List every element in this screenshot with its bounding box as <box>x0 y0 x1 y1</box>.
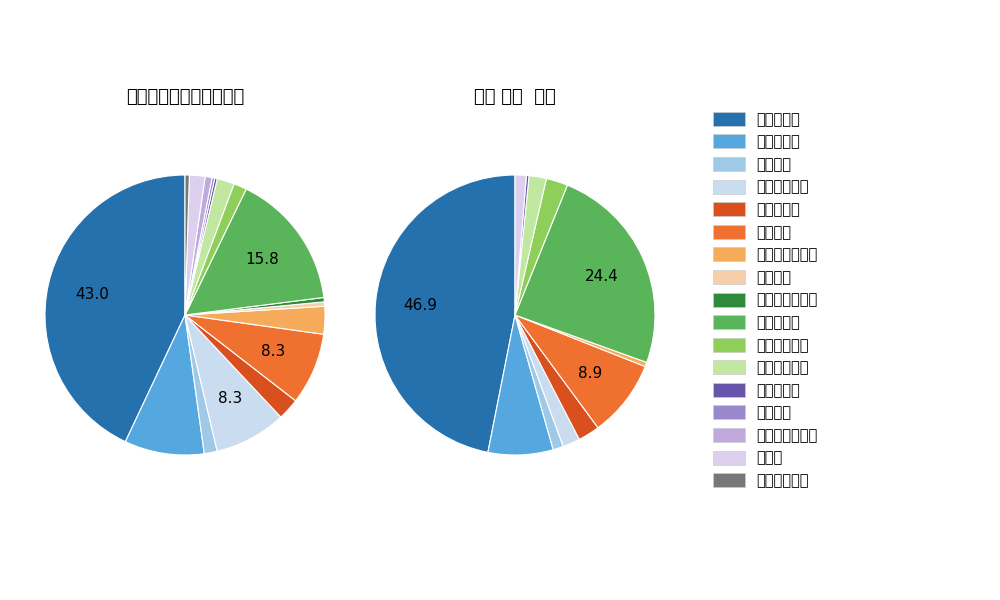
Wedge shape <box>185 315 324 401</box>
Text: 8.3: 8.3 <box>218 391 242 406</box>
Wedge shape <box>515 175 529 315</box>
Wedge shape <box>185 184 246 315</box>
Wedge shape <box>515 175 526 315</box>
Wedge shape <box>185 189 324 315</box>
Text: 43.0: 43.0 <box>75 287 109 302</box>
Wedge shape <box>515 315 563 449</box>
Wedge shape <box>125 315 204 455</box>
Wedge shape <box>515 315 647 367</box>
Wedge shape <box>515 315 579 446</box>
Text: 8.3: 8.3 <box>261 344 285 359</box>
Wedge shape <box>185 302 325 315</box>
Wedge shape <box>185 298 324 315</box>
Wedge shape <box>515 185 655 362</box>
Wedge shape <box>515 176 546 315</box>
Wedge shape <box>185 175 189 315</box>
Wedge shape <box>185 179 234 315</box>
Text: 46.9: 46.9 <box>403 298 437 313</box>
Text: 24.4: 24.4 <box>585 269 619 284</box>
Text: 15.8: 15.8 <box>245 252 279 267</box>
Wedge shape <box>375 175 515 452</box>
Wedge shape <box>515 315 598 439</box>
Wedge shape <box>185 315 217 454</box>
Wedge shape <box>185 178 215 315</box>
Wedge shape <box>515 179 567 315</box>
Wedge shape <box>185 315 281 451</box>
Wedge shape <box>488 315 553 455</box>
Wedge shape <box>185 176 212 315</box>
Legend: ストレート, ツーシーム, シュート, カットボール, スプリット, フォーク, チェンジアップ, シンカー, 高速スライダー, スライダー, 縦スライダー, : ストレート, ツーシーム, シュート, カットボール, スプリット, フォーク,… <box>713 112 818 488</box>
Wedge shape <box>185 178 217 315</box>
Wedge shape <box>185 175 205 315</box>
Title: 今宮 健太  選手: 今宮 健太 選手 <box>474 88 556 106</box>
Wedge shape <box>185 306 325 334</box>
Title: パ・リーグ全プレイヤー: パ・リーグ全プレイヤー <box>126 88 244 106</box>
Wedge shape <box>185 315 296 417</box>
Wedge shape <box>45 175 185 442</box>
Wedge shape <box>515 315 645 428</box>
Text: 8.9: 8.9 <box>578 365 603 380</box>
